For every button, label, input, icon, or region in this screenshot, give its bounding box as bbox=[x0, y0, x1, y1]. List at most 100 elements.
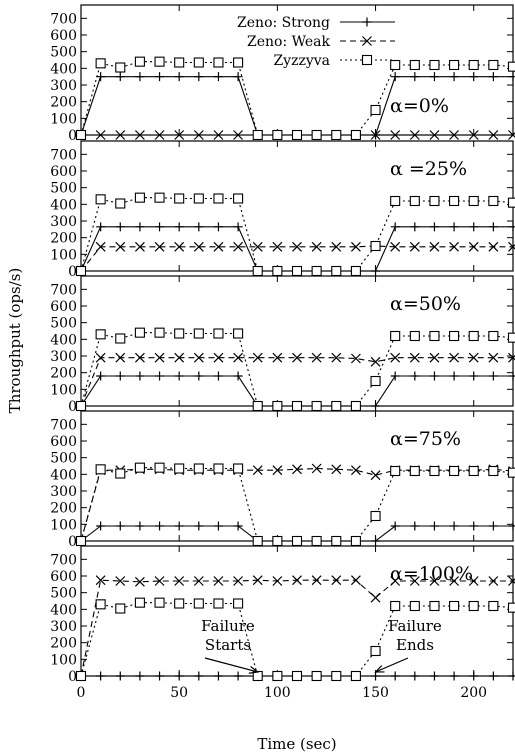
data-point bbox=[311, 575, 322, 586]
data-point bbox=[350, 400, 361, 412]
data-point bbox=[115, 62, 126, 73]
data-point bbox=[429, 371, 439, 381]
data-point bbox=[194, 222, 204, 232]
data-point bbox=[134, 597, 145, 608]
data-point bbox=[252, 575, 263, 586]
data-point bbox=[135, 521, 145, 531]
data-point bbox=[134, 576, 145, 587]
data-point bbox=[508, 671, 515, 681]
data-point bbox=[371, 671, 381, 681]
data-point bbox=[213, 193, 224, 204]
data-point bbox=[370, 510, 381, 522]
data-point bbox=[233, 241, 244, 252]
data-point bbox=[508, 576, 515, 586]
x-tick-label: 200 bbox=[460, 685, 487, 701]
y-tick-label: 700 bbox=[50, 147, 77, 163]
annotation-line-2: Ends bbox=[396, 636, 434, 654]
y-tick-label: 200 bbox=[50, 366, 77, 382]
data-point bbox=[115, 352, 126, 363]
data-point bbox=[488, 671, 498, 681]
data-point bbox=[507, 197, 515, 208]
data-point bbox=[371, 266, 381, 276]
data-point bbox=[410, 521, 420, 531]
y-tick-label: 300 bbox=[50, 484, 77, 500]
data-point bbox=[350, 670, 361, 682]
y-tick-label: 100 bbox=[50, 382, 77, 398]
data-point bbox=[291, 535, 303, 547]
series-zeno-weak bbox=[76, 463, 515, 546]
annotation-arrow-line bbox=[204, 657, 258, 673]
series-line bbox=[80, 357, 513, 407]
legend-marker bbox=[362, 17, 372, 27]
data-point bbox=[174, 241, 185, 252]
data-point bbox=[371, 401, 381, 411]
data-point bbox=[468, 241, 479, 252]
data-point bbox=[193, 598, 204, 609]
panel-label: α=50% bbox=[390, 293, 461, 315]
data-point bbox=[311, 129, 322, 141]
panel-label: α=0% bbox=[390, 95, 449, 117]
data-point bbox=[115, 371, 125, 381]
data-point bbox=[174, 72, 184, 82]
data-point bbox=[292, 575, 302, 586]
data-point bbox=[213, 222, 223, 232]
data-point bbox=[449, 371, 459, 381]
y-tick-label: 500 bbox=[50, 45, 77, 61]
x-tick-label: 50 bbox=[170, 685, 188, 701]
data-point bbox=[291, 129, 303, 141]
data-point bbox=[350, 265, 361, 277]
data-point bbox=[213, 130, 224, 140]
data-point bbox=[174, 671, 184, 681]
data-point bbox=[134, 327, 145, 338]
data-point bbox=[331, 670, 342, 682]
data-point bbox=[174, 371, 184, 381]
data-point bbox=[507, 467, 515, 478]
x-tick-label: 0 bbox=[77, 685, 86, 701]
data-point bbox=[115, 576, 126, 586]
x-tick-label: 150 bbox=[362, 685, 389, 701]
data-point bbox=[213, 371, 223, 381]
data-point bbox=[213, 521, 223, 531]
annotation-line-2: Starts bbox=[205, 636, 251, 654]
y-tick-label: 300 bbox=[50, 78, 77, 94]
data-point bbox=[488, 222, 498, 232]
data-point bbox=[449, 241, 460, 252]
data-point bbox=[469, 371, 479, 381]
data-point bbox=[154, 576, 165, 586]
data-point bbox=[115, 72, 125, 82]
series-line bbox=[80, 226, 513, 272]
data-point bbox=[370, 130, 381, 140]
data-point bbox=[429, 576, 440, 586]
data-point bbox=[213, 352, 224, 363]
data-point bbox=[174, 193, 185, 204]
data-point bbox=[95, 329, 106, 340]
data-point bbox=[193, 57, 204, 68]
data-point bbox=[75, 535, 87, 547]
data-point bbox=[409, 600, 420, 612]
data-point bbox=[311, 241, 322, 252]
data-point bbox=[95, 58, 106, 69]
data-point bbox=[488, 371, 498, 381]
data-point bbox=[75, 670, 87, 682]
data-point bbox=[429, 72, 439, 82]
legend-entry-label: Zeno: Strong bbox=[237, 15, 330, 31]
y-tick-label: 100 bbox=[50, 247, 77, 263]
data-point bbox=[292, 241, 302, 252]
data-point bbox=[429, 130, 440, 140]
data-point bbox=[213, 671, 223, 681]
data-point bbox=[331, 352, 342, 363]
data-point bbox=[508, 222, 515, 232]
data-point bbox=[291, 400, 303, 412]
data-point bbox=[155, 671, 165, 681]
series-line bbox=[80, 332, 514, 407]
data-point bbox=[252, 352, 263, 363]
y-tick-label: 500 bbox=[50, 181, 77, 197]
data-point bbox=[213, 57, 224, 68]
data-point bbox=[115, 222, 125, 232]
y-tick-label: 200 bbox=[50, 501, 77, 517]
data-point bbox=[508, 352, 515, 363]
data-point bbox=[75, 265, 87, 277]
series-line bbox=[80, 197, 514, 272]
data-point bbox=[350, 241, 361, 252]
